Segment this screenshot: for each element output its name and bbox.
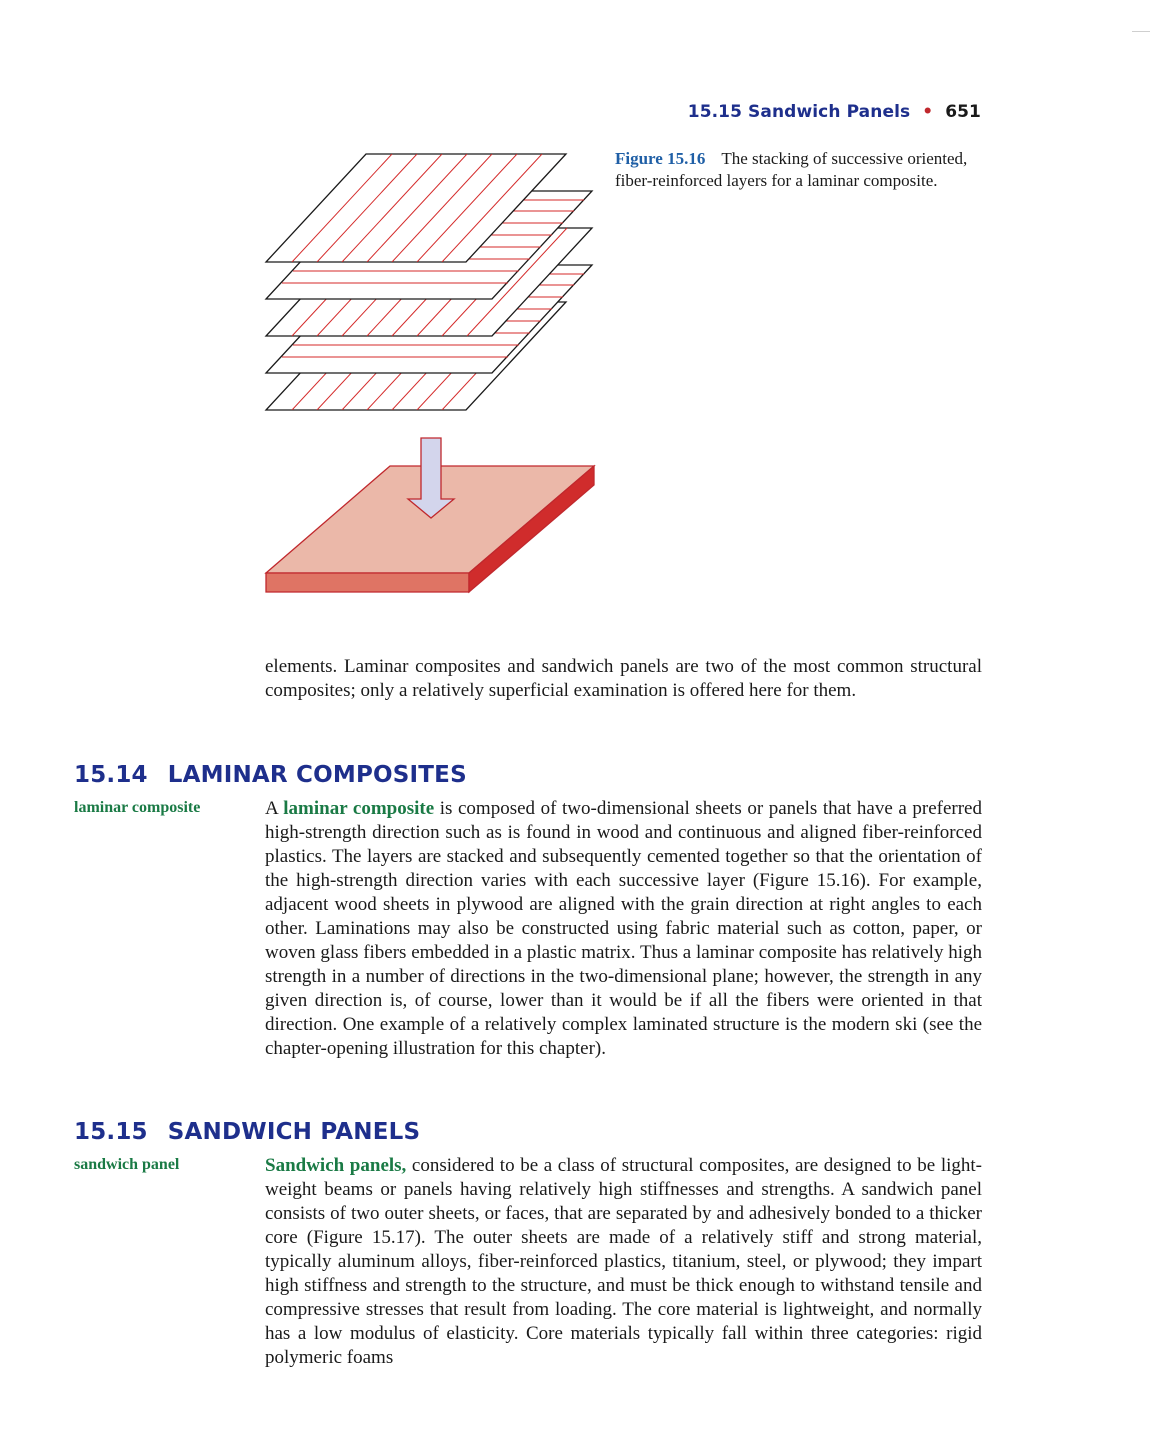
page-number: 651	[945, 102, 981, 122]
paragraph-lead: A	[265, 798, 284, 819]
margin-term-sandwich-panel: sandwich panel	[74, 1156, 180, 1173]
paragraph-body: considered to be a class of structural c…	[265, 1155, 982, 1368]
running-head-separator: •	[922, 102, 934, 122]
key-term-laminar-composite: laminar composite	[283, 798, 435, 819]
figure-caption-text: The stacking of successive oriented, fib…	[615, 149, 968, 190]
section-heading-15-15: 15.15 SANDWICH PANELS	[74, 1119, 420, 1145]
section-heading-15-14: 15.14 LAMINAR COMPOSITES	[74, 762, 467, 788]
paragraph-body: is composed of two-dimensional sheets or…	[265, 798, 982, 1059]
laminar-stack-figure	[264, 153, 596, 594]
figure-caption: Figure 15.16 The stacking of successive o…	[615, 148, 985, 192]
laminar-composites-paragraph: A laminar composite is composed of two-d…	[265, 797, 982, 1061]
figure-label: Figure 15.16	[615, 149, 706, 168]
sandwich-panels-paragraph: Sandwich panels, considered to be a clas…	[265, 1154, 982, 1370]
laminate-slab	[264, 464, 596, 594]
section-number: 15.14	[74, 762, 148, 788]
intro-paragraph: elements. Laminar composites and sandwic…	[265, 656, 982, 701]
down-arrow-icon	[406, 437, 456, 519]
layer-1-diagonal	[264, 153, 568, 263]
section-title: LAMINAR COMPOSITES	[167, 762, 467, 788]
key-term-sandwich-panels: Sandwich panels,	[265, 1155, 407, 1176]
running-head-section: 15.15 Sandwich Panels	[687, 102, 911, 122]
section-number: 15.15	[74, 1119, 148, 1145]
section-title: SANDWICH PANELS	[167, 1119, 421, 1145]
margin-term-laminar-composite: laminar composite	[74, 799, 201, 816]
running-head: 15.15 Sandwich Panels • 651	[688, 102, 981, 122]
page-corner-mark	[1132, 31, 1150, 32]
